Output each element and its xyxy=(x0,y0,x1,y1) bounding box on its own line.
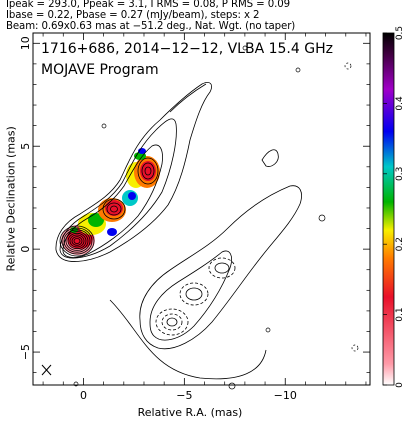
south-dashed-5 xyxy=(185,287,203,301)
colorbar-tick-label: 0.5 xyxy=(395,26,405,40)
y-tick-label: −5 xyxy=(19,344,32,360)
noise-5 xyxy=(265,327,271,333)
contour-2 xyxy=(59,118,177,259)
header-line-2: Ibase = 0.22, Pbase = 0.27 (mJy/beam), s… xyxy=(6,10,260,21)
south-dashed-3 xyxy=(166,317,178,327)
pol-blue-3 xyxy=(107,228,117,236)
beam-marker xyxy=(41,364,52,376)
chart-title: 1716+686, 2014−12−12, VLBA 15.4 GHz xyxy=(41,41,333,57)
colorbar-tick-label: 0 xyxy=(395,382,405,388)
header-line-1: Ipeak = 293.0, Ppeak = 3.1, I RMS = 0.08… xyxy=(6,0,291,10)
intensity-contours xyxy=(55,82,212,262)
south-outer-contour xyxy=(139,185,302,350)
south-dashed-6 xyxy=(208,257,236,279)
south-dashed-2 xyxy=(161,313,183,331)
y-tick-label: 10 xyxy=(19,36,32,50)
noise-contours xyxy=(73,45,359,390)
header-line-3: Beam: 0.69x0.63 mas at −51.2 deg., Nat. … xyxy=(6,21,296,32)
plot-frame xyxy=(32,32,371,386)
south-dashed-7 xyxy=(214,262,230,274)
noise-7 xyxy=(228,382,236,390)
south-dashed-1 xyxy=(155,308,189,336)
southern-contours xyxy=(109,149,302,380)
x-axis-label: Relative R.A. (mas) xyxy=(137,406,243,419)
noise-3 xyxy=(344,62,352,70)
y-axis-ticks: −5 0 5 10 xyxy=(19,36,370,373)
contour-extension xyxy=(169,83,207,113)
knot1-pol-red xyxy=(105,200,123,216)
contour-knot2-3 xyxy=(144,166,152,176)
noise-4 xyxy=(318,214,326,222)
y-tick-label: 5 xyxy=(19,143,32,150)
contour-core-6 xyxy=(69,234,85,248)
noise-2 xyxy=(295,67,301,73)
colorbar-tick-label: 0.2 xyxy=(395,237,405,251)
contour-core-8 xyxy=(73,237,81,244)
contour-knot2-2 xyxy=(141,162,155,180)
contour-core-2 xyxy=(61,227,93,255)
y-tick-label: 0 xyxy=(19,246,32,253)
x-axis-ticks: 0 −5 −10 xyxy=(42,33,367,402)
contour-core-5 xyxy=(67,232,87,250)
noise-6 xyxy=(351,344,359,352)
knot2-pol-red xyxy=(140,161,156,181)
colorbar-tick-label: 0.3 xyxy=(395,167,405,181)
noise-8 xyxy=(73,381,79,387)
noise-1 xyxy=(101,123,107,129)
south-small-contour xyxy=(261,149,279,167)
x-tick-label: 0 xyxy=(80,389,87,402)
pol-blue-1 xyxy=(128,192,136,200)
pol-green-1 xyxy=(88,213,104,227)
beam-line-2 xyxy=(41,364,52,376)
contour-core-3 xyxy=(63,229,91,253)
contour-1 xyxy=(55,82,212,262)
south-dashed-4 xyxy=(179,282,209,306)
contour-core-1 xyxy=(59,225,95,257)
noise-9 xyxy=(242,45,248,51)
contour-core-7 xyxy=(71,236,83,246)
south-large-arc xyxy=(109,299,267,380)
contour-core-4 xyxy=(65,231,89,251)
chart-subtitle: MOJAVE Program xyxy=(41,62,159,78)
contour-knot2-1 xyxy=(137,157,159,185)
contour-knot1-3 xyxy=(110,205,118,213)
x-tick-label: −5 xyxy=(176,389,192,402)
colorbar-tick-label: 0.1 xyxy=(395,307,405,321)
colorbar-ticks: 0 0.1 0.2 0.3 0.4 0.5 xyxy=(383,26,405,388)
south-inner-contour xyxy=(149,250,232,341)
contour-knot1-2 xyxy=(106,202,122,216)
contour-3 xyxy=(62,144,163,258)
colorbar xyxy=(382,32,395,386)
y-axis-label: Relative Declination (mas) xyxy=(4,126,18,272)
contour-knot1-1 xyxy=(102,198,126,220)
x-tick-label: −10 xyxy=(274,389,297,402)
colorbar-tick-label: 0.4 xyxy=(395,96,405,111)
